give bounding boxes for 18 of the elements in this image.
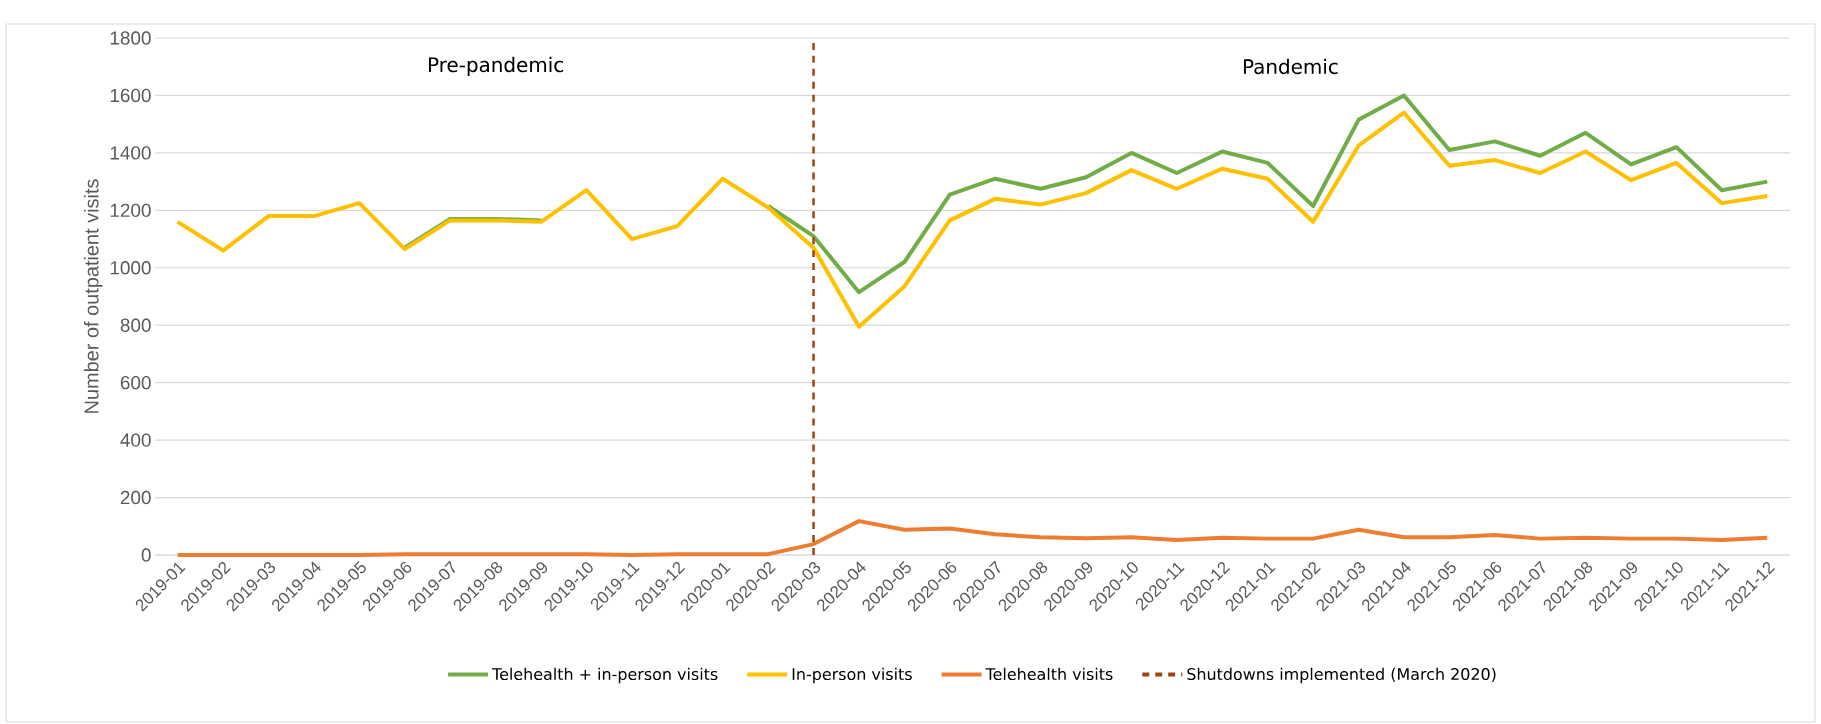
y-tick-label: 0 xyxy=(141,548,151,562)
y-tick-label: 200 xyxy=(120,490,151,505)
annotation: Pre-pandemic xyxy=(428,56,563,77)
y-tick-label: 1200 xyxy=(110,203,151,218)
y-tick-label: 1600 xyxy=(110,88,151,103)
legend-label: Shutdowns implemented (March 2020) xyxy=(1187,667,1496,684)
y-tick-label: 400 xyxy=(120,433,151,447)
y-tick-label: 1800 xyxy=(110,31,151,45)
y-tick-label: 600 xyxy=(120,375,151,390)
y-tick-label: 1000 xyxy=(110,261,151,275)
y-axis-title: Number of outpatient visits xyxy=(83,179,103,413)
legend-label: In-person visits xyxy=(792,667,912,684)
annotation: Pandemic xyxy=(1243,58,1338,75)
legend-label: Telehealth visits xyxy=(985,667,1113,681)
y-tick-label: 1400 xyxy=(110,146,151,160)
y-tick-label: 800 xyxy=(120,318,151,332)
legend-label: Telehealth + in-person visits xyxy=(492,667,718,684)
line-series xyxy=(175,110,1770,329)
